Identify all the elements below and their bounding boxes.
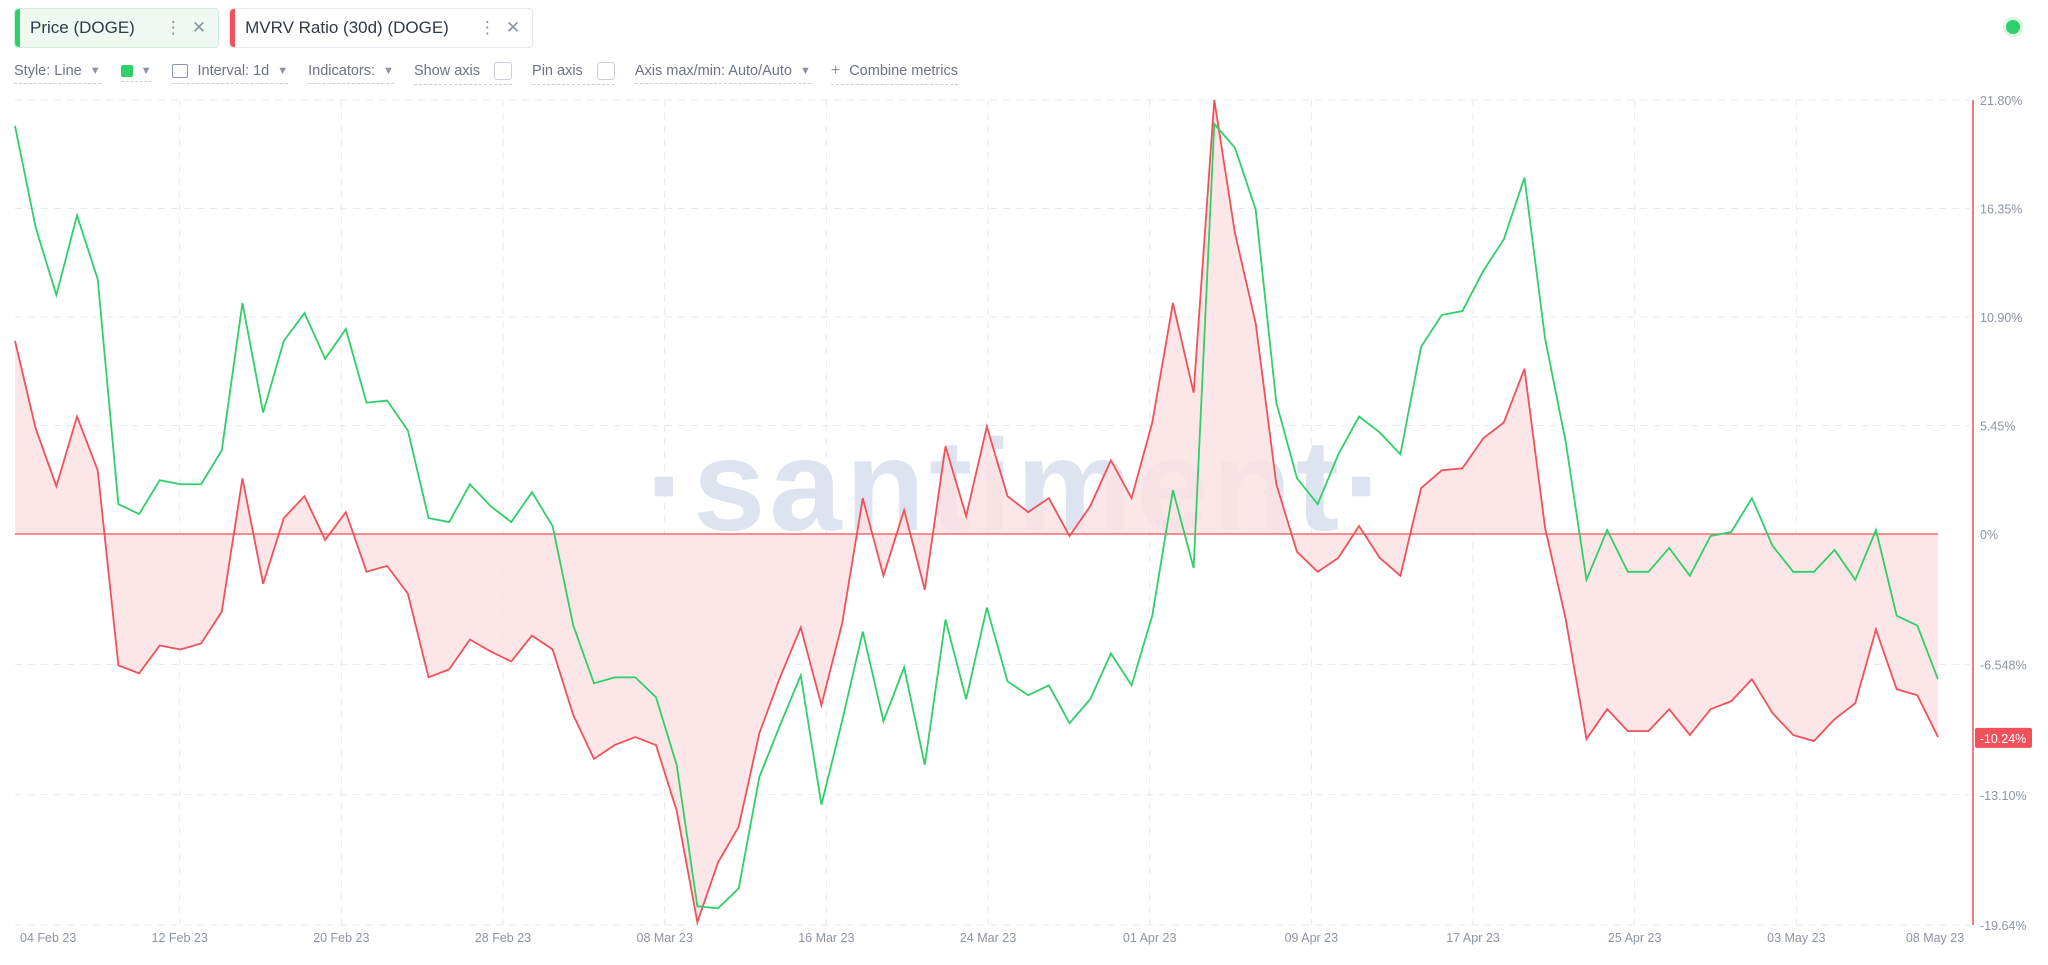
x-tick-label: 04 Feb 23 bbox=[20, 931, 76, 945]
interval-select[interactable]: Interval: 1d ▼ bbox=[171, 63, 289, 84]
santiment-watermark: ·santiment· bbox=[646, 412, 1391, 558]
tab-label: Price (DOGE) bbox=[30, 18, 135, 37]
pin-axis-checkbox[interactable] bbox=[596, 62, 615, 80]
y-tick-label: -6.548% bbox=[1980, 658, 2027, 672]
tab-mvrv-doge[interactable]: MVRV Ratio (30d) (DOGE) ⋮ ✕ bbox=[229, 8, 534, 48]
color-swatch bbox=[120, 65, 133, 77]
x-tick-label: 01 Apr 23 bbox=[1123, 931, 1177, 945]
close-icon[interactable]: ✕ bbox=[191, 18, 207, 37]
chevron-down-icon: ▼ bbox=[277, 65, 289, 77]
y-tick-label: -13.10% bbox=[1980, 789, 2027, 803]
y-tick-label: 16.35% bbox=[1980, 203, 2022, 217]
x-tick-label: 16 Mar 23 bbox=[798, 931, 854, 945]
mvrv-area-fill bbox=[15, 100, 1938, 923]
x-tick-label: 03 May 23 bbox=[1767, 931, 1825, 945]
axis-range-select[interactable]: Axis max/min: Auto/Auto ▼ bbox=[634, 63, 811, 84]
chevron-down-icon: ▼ bbox=[799, 65, 811, 77]
close-icon[interactable]: ✕ bbox=[505, 18, 521, 37]
plus-icon: + bbox=[830, 62, 841, 79]
x-tick-label: 17 Apr 23 bbox=[1446, 931, 1500, 945]
current-value-badge bbox=[1975, 727, 2032, 748]
style-select[interactable]: Style: Line ▼ bbox=[14, 63, 101, 84]
chart-toolbar: Style: Line ▼ ▼ Interval: 1d ▼ Indicator… bbox=[14, 62, 978, 85]
style-label: Style: Line bbox=[14, 63, 82, 79]
x-tick-label: 08 Mar 23 bbox=[637, 931, 693, 945]
x-tick-label: 25 Apr 23 bbox=[1608, 931, 1662, 945]
pin-axis-toggle[interactable]: Pin axis bbox=[532, 62, 615, 85]
indicators-label: Indicators: bbox=[308, 63, 376, 79]
combine-metrics-button[interactable]: + Combine metrics bbox=[830, 62, 958, 85]
show-axis-checkbox[interactable] bbox=[494, 62, 513, 80]
axis-range-label: Axis max/min: Auto/Auto bbox=[634, 63, 792, 79]
tab-color-bar bbox=[230, 9, 236, 47]
kebab-icon[interactable]: ⋮ bbox=[164, 18, 182, 37]
y-tick-label: 10.90% bbox=[1980, 311, 2022, 325]
interval-label: Interval: 1d bbox=[197, 63, 270, 79]
tab-color-bar bbox=[15, 9, 20, 47]
x-tick-label: 12 Feb 23 bbox=[152, 931, 208, 945]
kebab-icon[interactable]: ⋮ bbox=[478, 18, 496, 37]
show-axis-toggle[interactable]: Show axis bbox=[413, 62, 513, 85]
chevron-down-icon: ▼ bbox=[383, 65, 394, 77]
metric-tabs: Price (DOGE) ⋮ ✕ MVRV Ratio (30d) (DOGE)… bbox=[14, 8, 534, 48]
show-axis-label: Show axis bbox=[413, 63, 481, 79]
ruler-icon bbox=[171, 64, 188, 78]
x-tick-label: 09 Apr 23 bbox=[1285, 931, 1339, 945]
price-series-line bbox=[14, 121, 1939, 910]
y-tick-label: 5.45% bbox=[1980, 420, 2015, 434]
chevron-down-icon: ▼ bbox=[140, 65, 152, 77]
combine-metrics-label: Combine metrics bbox=[849, 63, 958, 79]
y-tick-label: 21.80% bbox=[1980, 94, 2022, 108]
y-tick-label: -19.64% bbox=[1980, 919, 2027, 933]
mvrv-series-line bbox=[14, 99, 1939, 926]
pin-axis-label: Pin axis bbox=[532, 63, 583, 79]
live-status-dot bbox=[2006, 20, 2020, 34]
x-tick-label: 24 Mar 23 bbox=[960, 931, 1016, 945]
tab-label: MVRV Ratio (30d) (DOGE) bbox=[245, 18, 449, 37]
x-tick-label: 28 Feb 23 bbox=[475, 931, 531, 945]
color-select[interactable]: ▼ bbox=[120, 65, 152, 82]
x-tick-label: 08 May 23 bbox=[1906, 931, 1964, 945]
x-tick-label: 20 Feb 23 bbox=[313, 931, 369, 945]
chevron-down-icon: ▼ bbox=[89, 65, 101, 77]
tab-price-doge[interactable]: Price (DOGE) ⋮ ✕ bbox=[14, 8, 220, 48]
indicators-select[interactable]: Indicators: ▼ bbox=[308, 63, 394, 84]
current-value-label: -10.24% bbox=[1980, 732, 2027, 746]
y-tick-label: 0% bbox=[1980, 528, 1998, 542]
